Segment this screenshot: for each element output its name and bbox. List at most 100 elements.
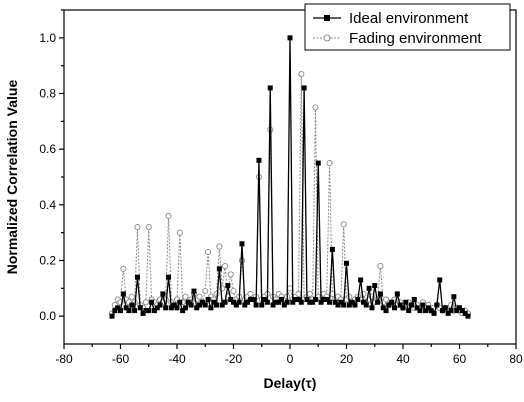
data-point [123,305,129,311]
data-point [221,263,229,270]
data-point [341,302,347,308]
data-point [411,296,417,302]
data-point [406,308,412,314]
data-point [293,296,299,302]
series-line [111,37,469,317]
data-point [126,308,132,314]
data-point [363,302,369,308]
data-point [290,299,296,305]
y-tick-label: 0.4 [39,198,56,212]
axis-ticks: -80 -60 -40 -20 0 20 40 60 80 0.0 0.2 0.4 0.6 0.8 1.0 [39,9,523,366]
data-point [312,104,319,111]
legend-label: Fading environment [349,30,482,47]
data-point [448,308,454,314]
data-point [168,305,174,311]
data-point [225,283,231,289]
x-tick-label: 40 [396,352,410,366]
data-point [239,241,245,247]
data-point [273,299,279,305]
data-point [199,299,205,305]
data-point [440,308,446,314]
data-point [213,290,220,297]
data-point [242,302,248,308]
data-point [425,305,431,311]
data-point [304,296,310,302]
data-point [151,308,157,314]
data-point [352,302,358,308]
data-point [188,302,194,308]
data-point [142,299,149,306]
data-point [400,305,406,311]
data-point [389,299,395,305]
data-point [216,243,223,250]
data-point [182,293,189,300]
data-point [231,299,236,305]
data-point [120,291,126,297]
data-point [222,299,228,305]
data-point [307,299,313,305]
data-point [160,291,166,297]
data-point [454,308,460,314]
data-point [327,299,333,305]
data-point [140,310,146,316]
series-line [111,74,469,315]
data-point [346,302,352,308]
y-tick-label: 1.0 [39,31,56,45]
data-point [205,296,211,302]
data-point [180,308,186,314]
legend-items: Ideal environment Fading environment [313,10,482,47]
data-point [115,305,121,311]
data-point [196,293,203,300]
x-tick-label: -80 [55,352,73,366]
data-point [451,294,457,300]
data-point [349,299,355,305]
data-point [205,249,212,256]
data-point [157,302,163,308]
data-point [408,302,414,308]
data-point [397,302,403,308]
data-point [358,277,364,283]
data-point [154,305,160,311]
data-point [462,310,468,316]
data-point [310,299,316,305]
data-point [146,308,152,314]
legend: Ideal environment Fading environment [304,3,511,51]
data-point [372,283,378,289]
data-point [377,263,384,270]
data-point [306,290,313,297]
legend-item: Ideal environment [313,10,469,27]
data-point [355,296,361,302]
data-point [128,293,135,300]
data-point [375,299,381,305]
data-point [253,302,259,308]
data-point [109,313,115,319]
data-point [247,290,254,297]
data-point [431,310,437,316]
data-point [214,302,220,308]
data-point [174,305,180,311]
data-point [344,260,349,266]
y-axis-title: Normalized Correlation Value [4,80,20,275]
data-point [276,299,282,305]
data-point [338,299,344,305]
data-point [380,305,386,311]
data-point [324,296,330,302]
data-point [145,224,152,231]
data-point [191,288,197,294]
data-point [298,70,305,78]
data-point [360,299,366,305]
data-point [369,305,375,311]
data-point [457,305,462,311]
data-point [259,302,265,308]
data-point [171,302,177,308]
series-layer [108,35,472,319]
data-point [326,160,333,167]
data-point [267,85,273,91]
data-point [321,296,327,302]
data-point [281,302,287,308]
data-point [177,299,183,305]
data-point [315,160,321,166]
legend-marker [323,34,331,42]
data-point [335,302,341,308]
data-point [377,291,383,297]
